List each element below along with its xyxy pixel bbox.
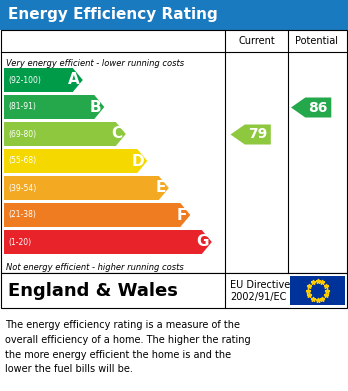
Text: (69-80): (69-80) (8, 129, 36, 138)
Text: Current: Current (238, 36, 275, 46)
Text: A: A (68, 72, 80, 88)
Text: Potential: Potential (295, 36, 339, 46)
Text: B: B (90, 99, 101, 115)
Text: (55-68): (55-68) (8, 156, 36, 165)
Text: EU Directive: EU Directive (230, 280, 290, 290)
Text: G: G (196, 235, 209, 249)
Text: C: C (112, 127, 123, 142)
Polygon shape (4, 203, 190, 227)
Text: F: F (177, 208, 187, 222)
Polygon shape (4, 95, 104, 119)
Polygon shape (230, 124, 271, 145)
Text: (81-91): (81-91) (8, 102, 36, 111)
Text: Not energy efficient - higher running costs: Not energy efficient - higher running co… (6, 264, 184, 273)
Polygon shape (4, 176, 169, 200)
Text: The energy efficiency rating is a measure of the
overall efficiency of a home. T: The energy efficiency rating is a measur… (5, 320, 251, 375)
Polygon shape (4, 230, 212, 254)
Bar (1, 30, 347, 273)
Text: 2002/91/EC: 2002/91/EC (230, 292, 286, 302)
Bar (290, 276, 345, 305)
Polygon shape (4, 149, 147, 173)
Bar (0, 0, 348, 30)
Text: 79: 79 (248, 127, 267, 142)
Polygon shape (4, 68, 83, 92)
Text: D: D (132, 154, 144, 169)
Polygon shape (4, 122, 126, 146)
Polygon shape (291, 97, 331, 118)
Text: Energy Efficiency Rating: Energy Efficiency Rating (8, 7, 218, 23)
Text: (1-20): (1-20) (8, 237, 31, 246)
Bar (1, 273, 347, 308)
Text: E: E (156, 181, 166, 196)
Text: (39-54): (39-54) (8, 183, 36, 192)
Text: England & Wales: England & Wales (8, 282, 178, 300)
Text: 86: 86 (309, 100, 328, 115)
Text: (21-38): (21-38) (8, 210, 36, 219)
Text: (92-100): (92-100) (8, 75, 41, 84)
Text: Very energy efficient - lower running costs: Very energy efficient - lower running co… (6, 59, 184, 68)
